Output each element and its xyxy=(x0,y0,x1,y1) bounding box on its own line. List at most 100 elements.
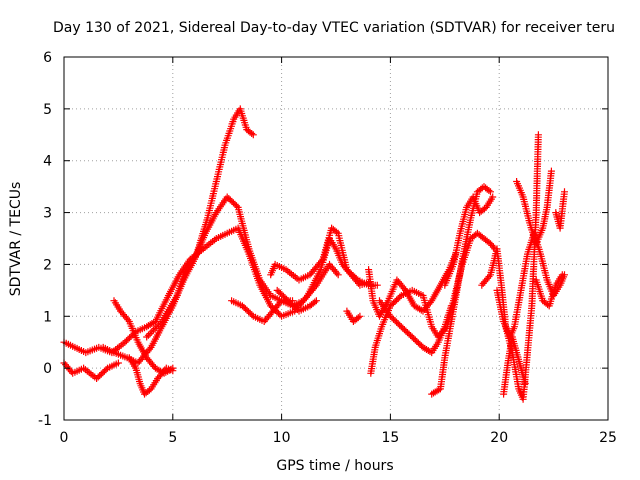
data-point xyxy=(124,335,132,343)
data-point xyxy=(283,295,291,303)
data-point xyxy=(248,130,256,137)
data-point xyxy=(489,193,497,201)
y-tick-label: 6 xyxy=(43,50,52,66)
data-point xyxy=(411,336,419,344)
series-track-16 xyxy=(478,131,542,403)
series-track-18 xyxy=(500,333,529,398)
data-point xyxy=(231,200,239,208)
data-point xyxy=(390,299,397,307)
data-point xyxy=(352,275,360,282)
data-point xyxy=(311,283,319,291)
data-point xyxy=(143,333,151,341)
data-point xyxy=(114,359,122,367)
data-point xyxy=(547,167,555,175)
data-point xyxy=(284,297,292,305)
data-point xyxy=(238,302,246,310)
data-point xyxy=(276,289,284,297)
x-tick-label: 5 xyxy=(168,430,177,446)
data-point xyxy=(311,298,319,306)
data-point xyxy=(275,309,282,317)
data-point xyxy=(96,372,104,380)
data-point xyxy=(146,345,154,353)
series-track-4 xyxy=(60,359,122,382)
series-track-9 xyxy=(267,224,381,289)
series-track-10 xyxy=(343,307,364,325)
data-point xyxy=(351,273,359,281)
y-tick-label: 1 xyxy=(43,309,52,325)
data-point xyxy=(521,380,529,388)
series-line xyxy=(431,185,492,395)
data-point xyxy=(286,298,294,306)
y-axis-label: SDTVAR / TECUs xyxy=(8,182,24,297)
data-point xyxy=(534,131,542,139)
data-point xyxy=(393,318,401,326)
data-point xyxy=(426,348,434,355)
data-point xyxy=(155,321,162,329)
data-point xyxy=(391,317,399,325)
y-tick-label: 2 xyxy=(43,257,52,273)
data-point xyxy=(394,295,402,302)
data-point xyxy=(278,291,286,299)
x-tick-label: 25 xyxy=(599,430,617,446)
data-point xyxy=(349,272,357,279)
data-point xyxy=(312,297,320,305)
data-point xyxy=(344,267,352,275)
data-point xyxy=(561,188,568,196)
data-point xyxy=(334,271,342,279)
data-point xyxy=(487,188,494,196)
data-point xyxy=(246,309,254,317)
data-point xyxy=(343,266,351,274)
data-point xyxy=(156,319,164,327)
series-track-20 xyxy=(532,271,566,310)
y-tick-label: -1 xyxy=(38,413,52,429)
series-track-21 xyxy=(552,188,568,232)
data-point xyxy=(400,326,408,334)
series-track-3 xyxy=(143,105,257,341)
data-point xyxy=(394,320,402,328)
data-point xyxy=(485,273,493,280)
data-point xyxy=(558,271,566,279)
data-point xyxy=(275,288,283,296)
data-point xyxy=(399,324,407,332)
data-point xyxy=(223,193,231,201)
y-tick-label: 5 xyxy=(43,102,52,118)
data-series xyxy=(60,105,568,403)
x-tick-label: 20 xyxy=(490,430,508,446)
data-point xyxy=(354,314,362,322)
data-point xyxy=(240,303,248,311)
data-point xyxy=(410,335,418,342)
series-track-13 xyxy=(376,297,455,357)
data-point xyxy=(396,293,404,301)
series-track-15 xyxy=(441,193,497,289)
y-tick-label: 0 xyxy=(43,361,52,377)
y-tick-label: 4 xyxy=(43,154,52,170)
data-point xyxy=(408,333,416,341)
data-point xyxy=(150,326,157,334)
data-point xyxy=(356,312,364,320)
x-tick-label: 0 xyxy=(60,430,69,446)
data-point xyxy=(267,302,275,310)
data-point xyxy=(485,238,493,246)
data-point xyxy=(333,228,340,236)
data-point xyxy=(407,332,415,339)
series-track-8 xyxy=(273,286,320,315)
grid xyxy=(64,57,608,420)
data-point xyxy=(390,315,397,323)
plot-frame xyxy=(63,56,609,421)
data-point xyxy=(485,187,493,194)
data-point xyxy=(127,332,135,340)
data-point xyxy=(144,331,152,339)
data-point xyxy=(100,367,108,375)
data-point xyxy=(373,281,381,289)
data-point xyxy=(233,202,240,210)
data-point xyxy=(393,296,401,304)
data-point xyxy=(151,324,159,332)
data-point xyxy=(126,334,134,342)
data-point xyxy=(245,308,253,316)
data-point xyxy=(248,311,256,319)
data-point xyxy=(99,369,107,377)
data-point xyxy=(333,269,341,277)
data-point xyxy=(225,195,233,202)
x-tick-label: 15 xyxy=(381,430,399,446)
